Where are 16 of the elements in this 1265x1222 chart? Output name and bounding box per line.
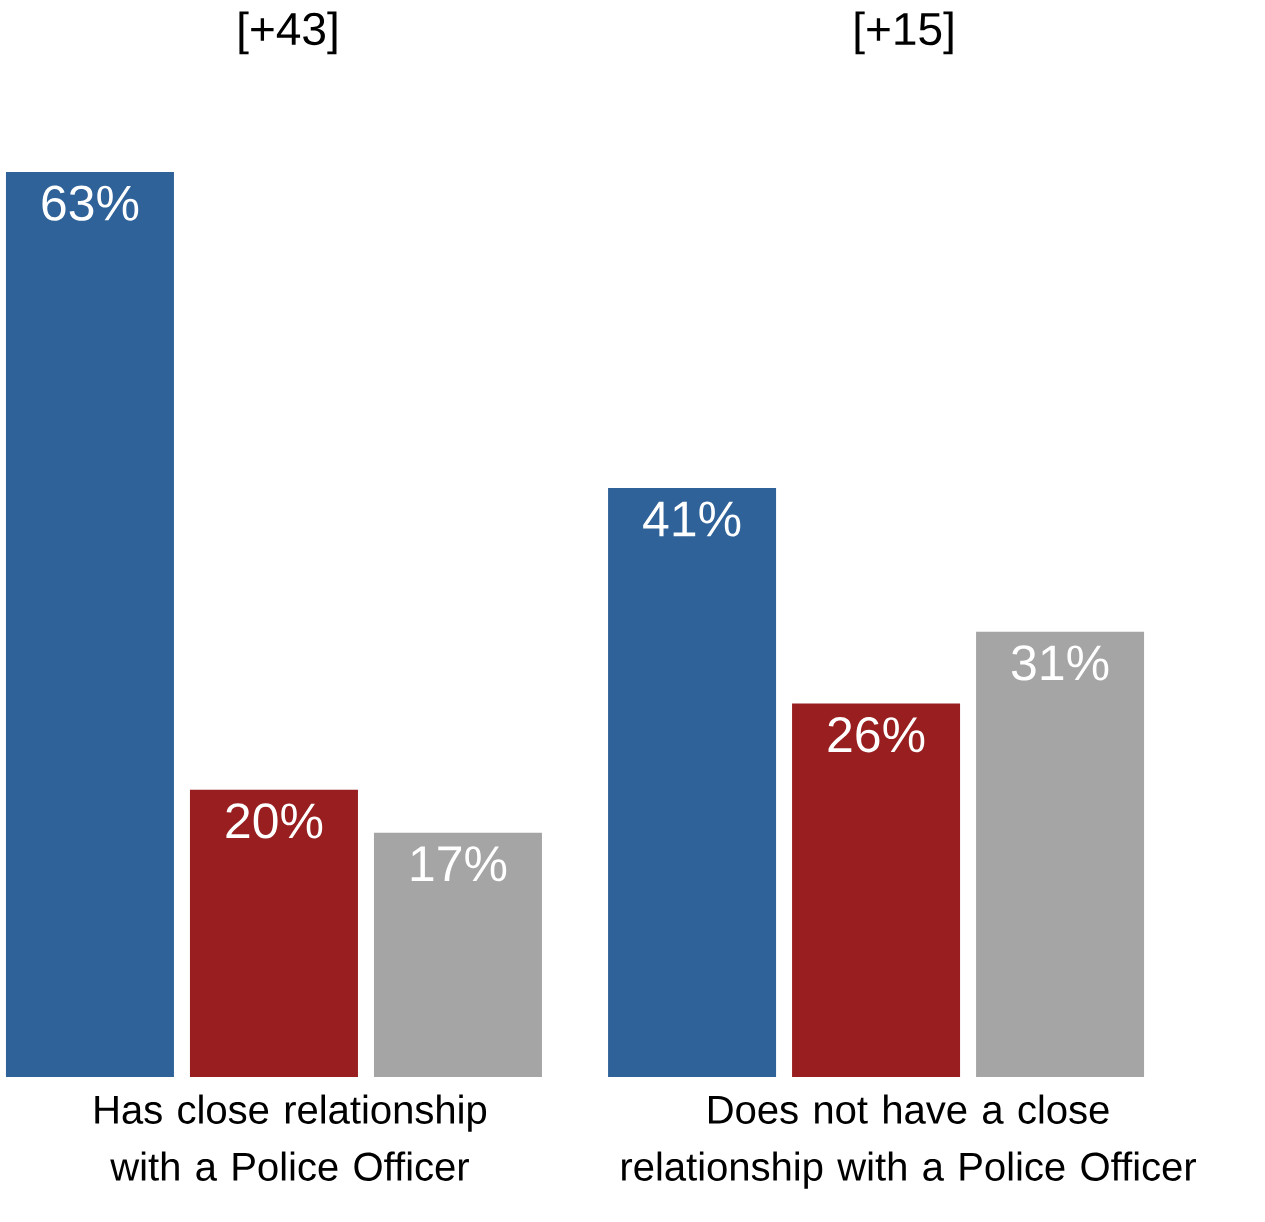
- data-label: 31%: [1011, 645, 1109, 681]
- data-label: 26%: [828, 717, 925, 753]
- x-tick-label: Does not have a close relationship with a Police Officer: [622, 1094, 1196, 1189]
- text: [+15]: [855, 11, 953, 55]
- text: [+43]: [239, 11, 337, 55]
- bar: [976, 631, 1145, 1077]
- x-tick-label: Has close relationship with a Police Officer: [95, 1094, 487, 1181]
- data-label: 17%: [411, 846, 507, 882]
- bar: [189, 789, 358, 1077]
- bar: [608, 487, 777, 1077]
- data-label: 63%: [42, 185, 139, 221]
- bar: [373, 832, 542, 1077]
- bar: [5, 171, 174, 1077]
- bar: [792, 703, 961, 1077]
- data-label: 20%: [226, 803, 323, 839]
- data-label: 41%: [643, 501, 741, 537]
